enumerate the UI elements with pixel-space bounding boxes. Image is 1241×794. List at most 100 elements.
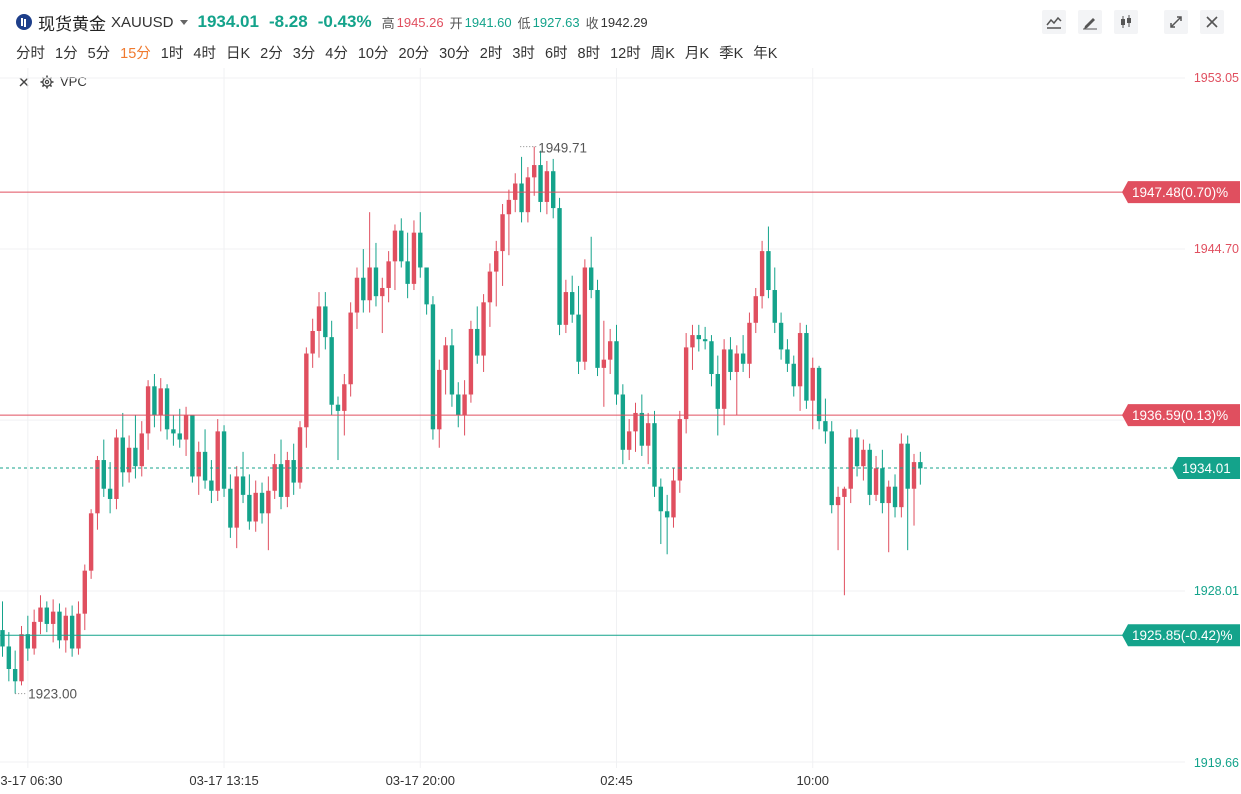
candle-body[interactable] — [481, 302, 486, 356]
timeframe-tab[interactable]: 2时 — [479, 45, 503, 62]
price-level-tag[interactable] — [1122, 181, 1240, 204]
candle-body[interactable] — [25, 634, 31, 649]
candle-body[interactable] — [918, 462, 923, 469]
candle-body[interactable] — [614, 341, 619, 395]
candle-body[interactable] — [145, 386, 151, 434]
timeframe-tab[interactable]: 1分 — [55, 45, 78, 62]
candle-body[interactable] — [405, 261, 410, 284]
candle-body[interactable] — [785, 349, 790, 364]
candle-body[interactable] — [367, 267, 372, 301]
candle-body[interactable] — [709, 341, 714, 375]
candle-body[interactable] — [766, 251, 771, 291]
candle-body[interactable] — [835, 496, 841, 506]
candle-body[interactable] — [101, 460, 106, 489]
candle-body[interactable] — [639, 412, 645, 446]
candle-body[interactable] — [44, 607, 50, 624]
candle-body[interactable] — [804, 333, 809, 401]
candle-body[interactable] — [842, 488, 847, 497]
candle-body[interactable] — [272, 464, 277, 491]
candle-body[interactable] — [50, 611, 56, 624]
candle-body[interactable] — [0, 630, 5, 647]
candle-body[interactable] — [76, 613, 81, 649]
candle-body[interactable] — [867, 449, 872, 495]
candle-body[interactable] — [500, 214, 505, 252]
candle-body[interactable] — [886, 486, 891, 504]
candle-body[interactable] — [63, 615, 68, 641]
candle-body[interactable] — [437, 369, 442, 430]
close-icon[interactable] — [1200, 10, 1224, 34]
candle-body[interactable] — [373, 267, 379, 297]
candle-body[interactable] — [728, 349, 733, 372]
candle-body[interactable] — [563, 292, 569, 325]
candle-body[interactable] — [576, 314, 581, 362]
gear-icon[interactable] — [40, 75, 54, 89]
candle-body[interactable] — [823, 421, 828, 432]
candle-body[interactable] — [759, 251, 765, 297]
candle-body[interactable] — [253, 492, 258, 522]
candle-body[interactable] — [386, 261, 391, 288]
candle-body[interactable] — [620, 394, 626, 450]
candle-body[interactable] — [532, 165, 537, 178]
timeframe-tab[interactable]: 4分 — [325, 45, 348, 62]
candle-body[interactable] — [747, 322, 752, 364]
candle-body[interactable] — [861, 449, 866, 467]
candle-body[interactable] — [19, 634, 24, 682]
candle-body[interactable] — [551, 171, 556, 209]
candle-body[interactable] — [797, 333, 803, 387]
candle-body[interactable] — [139, 433, 144, 467]
candle-body[interactable] — [323, 306, 328, 338]
candle-body[interactable] — [683, 347, 689, 420]
price-level-tag[interactable] — [1172, 457, 1240, 480]
candle-body[interactable] — [538, 165, 543, 202]
candle-body[interactable] — [658, 486, 664, 512]
timeframe-tab[interactable]: 月K — [684, 45, 710, 62]
candle-body[interactable] — [342, 384, 347, 411]
candle-body[interactable] — [171, 429, 176, 434]
candle-body[interactable] — [291, 460, 296, 483]
timeframe-tab[interactable]: 8时 — [577, 45, 601, 62]
candle-body[interactable] — [753, 296, 758, 323]
timeframe-tab[interactable]: 12时 — [610, 45, 641, 62]
candle-body[interactable] — [525, 177, 531, 213]
candle-body[interactable] — [854, 437, 860, 467]
candle-body[interactable] — [418, 232, 423, 268]
candle-body[interactable] — [810, 367, 815, 401]
timeframe-tab[interactable]: 30分 — [439, 45, 470, 62]
candle-body[interactable] — [595, 290, 600, 368]
candle-body[interactable] — [158, 388, 163, 415]
timeframe-tab[interactable]: 2分 — [260, 45, 283, 62]
candle-body[interactable] — [475, 328, 480, 356]
candle-body[interactable] — [348, 312, 353, 385]
timeframe-tab[interactable]: 3分 — [292, 45, 316, 62]
candle-body[interactable] — [588, 267, 594, 291]
candle-body[interactable] — [570, 292, 575, 315]
candle-body[interactable] — [354, 277, 360, 313]
candle-body[interactable] — [702, 339, 708, 342]
candle-body[interactable] — [829, 431, 834, 506]
candle-body[interactable] — [778, 322, 784, 350]
candle-body[interactable] — [772, 290, 777, 323]
candle-body[interactable] — [791, 363, 796, 387]
timeframe-tab[interactable]: 15分 — [120, 45, 151, 62]
candle-body[interactable] — [380, 287, 385, 297]
candle-body[interactable] — [152, 386, 157, 415]
candle-body[interactable] — [892, 486, 898, 508]
candle-body[interactable] — [487, 271, 493, 303]
candle-body[interactable] — [411, 232, 417, 284]
pencil-icon[interactable] — [1078, 10, 1102, 34]
candle-body[interactable] — [57, 611, 62, 641]
candle-body[interactable] — [209, 480, 214, 491]
candle-body[interactable] — [880, 468, 885, 504]
timeframe-tab[interactable]: 3时 — [512, 45, 535, 62]
timeframe-tab[interactable]: 10分 — [357, 45, 389, 62]
timeframe-tab[interactable]: 周K — [650, 45, 675, 62]
line-chart-icon[interactable] — [1042, 10, 1066, 34]
price-level-tag[interactable] — [1122, 624, 1240, 647]
price-level-tag[interactable] — [1122, 404, 1240, 427]
candle-body[interactable] — [652, 423, 657, 487]
timeframe-tab[interactable]: 日K — [225, 45, 251, 62]
candle-body[interactable] — [88, 513, 94, 571]
candle-body[interactable] — [905, 443, 910, 489]
candle-body[interactable] — [215, 431, 220, 491]
candle-body[interactable] — [164, 388, 170, 430]
